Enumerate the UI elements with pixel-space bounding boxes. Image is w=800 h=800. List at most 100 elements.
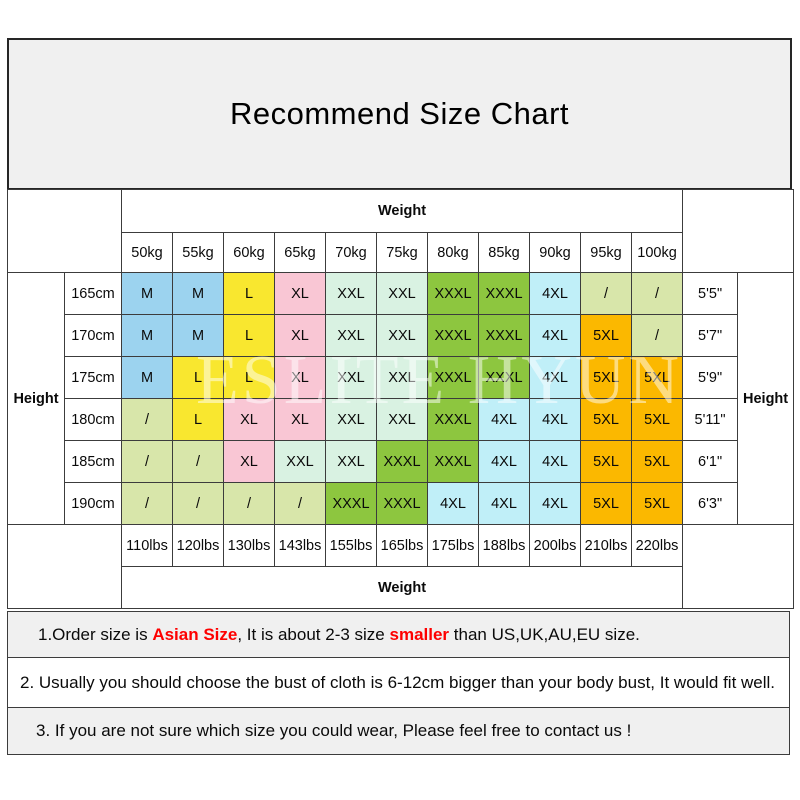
lbs-label: 110lbs [121, 524, 173, 567]
height-cm-cell: 185cm [64, 440, 122, 483]
size-cell: 4XL [529, 440, 581, 483]
kg-label: 60kg [223, 232, 275, 273]
size-cell: XXL [325, 314, 377, 357]
size-cell: XXL [325, 272, 377, 315]
size-cell: / [121, 440, 173, 483]
lbs-label: 200lbs [529, 524, 581, 567]
size-cell: 4XL [529, 314, 581, 357]
size-cell: 4XL [478, 482, 530, 525]
note-segment: 3. If you are not sure which size you co… [36, 721, 632, 740]
size-cell: / [121, 398, 173, 441]
size-cell: / [172, 440, 224, 483]
lbs-label: 120lbs [172, 524, 224, 567]
corner-bottom-right [682, 524, 795, 609]
lbs-label: 188lbs [478, 524, 530, 567]
size-cell: XXL [376, 272, 428, 315]
size-cell: M [172, 314, 224, 357]
height-cm-cell: 170cm [64, 314, 122, 357]
size-cell: / [274, 482, 326, 525]
note-segment: , It is about 2-3 size [237, 624, 390, 644]
size-cell: 4XL [529, 356, 581, 399]
note-text: 3. If you are not sure which size you co… [36, 721, 631, 741]
height-cm-cell: 190cm [64, 482, 122, 525]
size-cell: XXXL [478, 272, 530, 315]
size-cell: 4XL [478, 398, 530, 441]
title-box: Recommend Size Chart [7, 38, 792, 190]
size-cell: L [223, 356, 275, 399]
size-cell: L [223, 314, 275, 357]
size-cell: XL [223, 440, 275, 483]
lbs-label: 155lbs [325, 524, 377, 567]
size-cell: XL [274, 356, 326, 399]
height-ft-cell: 5'5" [682, 272, 739, 315]
kg-label: 90kg [529, 232, 581, 273]
size-cell: M [172, 272, 224, 315]
size-chart-table: Weight 50kg 55kg 60kg 65kg 70kg 75kg 80kg 85kg 90… [7, 189, 795, 609]
note-highlight: Asian Size [152, 624, 238, 644]
note-text: 2. Usually you should choose the bust of… [20, 673, 775, 693]
note-segment: than US,UK,AU,EU size. [449, 624, 640, 644]
size-cell: L [172, 356, 224, 399]
lbs-label: 175lbs [427, 524, 479, 567]
corner-bottom-left [7, 524, 122, 609]
size-cell: XXXL [427, 314, 479, 357]
size-cell: / [121, 482, 173, 525]
size-cell: XXXL [427, 440, 479, 483]
size-cell: / [223, 482, 275, 525]
height-cm-cell: 180cm [64, 398, 122, 441]
size-cell: 4XL [529, 272, 581, 315]
kg-label: 80kg [427, 232, 479, 273]
kg-label: 75kg [376, 232, 428, 273]
size-cell: XXL [325, 356, 377, 399]
size-cell: XXL [376, 314, 428, 357]
size-cell: 5XL [580, 356, 632, 399]
size-cell: XXXL [376, 482, 428, 525]
note-bust-advice: 2. Usually you should choose the bust of… [8, 657, 789, 707]
weight-header-bottom: Weight [120, 566, 684, 609]
size-cell: XXXL [478, 356, 530, 399]
kg-label: 50kg [121, 232, 173, 273]
size-cell: 5XL [580, 398, 632, 441]
size-cell: 5XL [630, 482, 684, 525]
size-cell: XL [274, 314, 326, 357]
note-segment: 2. Usually you should choose the bust of… [20, 672, 776, 692]
corner-top-left [7, 189, 122, 273]
height-cm-cell: 175cm [64, 356, 122, 399]
height-ft-cell: 6'1" [682, 440, 739, 483]
kg-label: 85kg [478, 232, 530, 273]
size-cell: / [630, 272, 684, 315]
kg-label: 65kg [274, 232, 326, 273]
note-contact-us: 3. If you are not sure which size you co… [8, 707, 789, 754]
size-cell: XXXL [478, 314, 530, 357]
size-cell: XXL [325, 440, 377, 483]
size-cell: 4XL [529, 482, 581, 525]
size-cell: XL [274, 398, 326, 441]
lbs-label: 165lbs [376, 524, 428, 567]
size-cell: M [121, 356, 173, 399]
size-cell: XXL [274, 440, 326, 483]
size-cell: 4XL [427, 482, 479, 525]
size-cell: XXXL [325, 482, 377, 525]
size-cell: M [121, 314, 173, 357]
lbs-label: 220lbs [630, 524, 684, 567]
height-ft-cell: 5'7" [682, 314, 739, 357]
note-asian-size: 1.Order size is Asian Size, It is about … [8, 612, 789, 657]
kg-label: 95kg [580, 232, 632, 273]
size-cell: XXXL [427, 398, 479, 441]
note-highlight: smaller [389, 624, 450, 644]
height-cm-cell: 165cm [64, 272, 122, 315]
lbs-label: 210lbs [580, 524, 632, 567]
note-segment: 1.Order size is [38, 624, 153, 644]
size-cell: 5XL [580, 314, 632, 357]
lbs-label: 143lbs [274, 524, 326, 567]
height-ft-cell: 5'9" [682, 356, 739, 399]
size-cell: XXL [376, 356, 428, 399]
kg-label: 70kg [325, 232, 377, 273]
size-cell: XL [223, 398, 275, 441]
notes-panel: 1.Order size is Asian Size, It is about … [7, 611, 790, 755]
size-cell: XXL [376, 398, 428, 441]
size-cell: XXXL [427, 356, 479, 399]
corner-top-right [682, 189, 795, 273]
kg-label: 55kg [172, 232, 224, 273]
